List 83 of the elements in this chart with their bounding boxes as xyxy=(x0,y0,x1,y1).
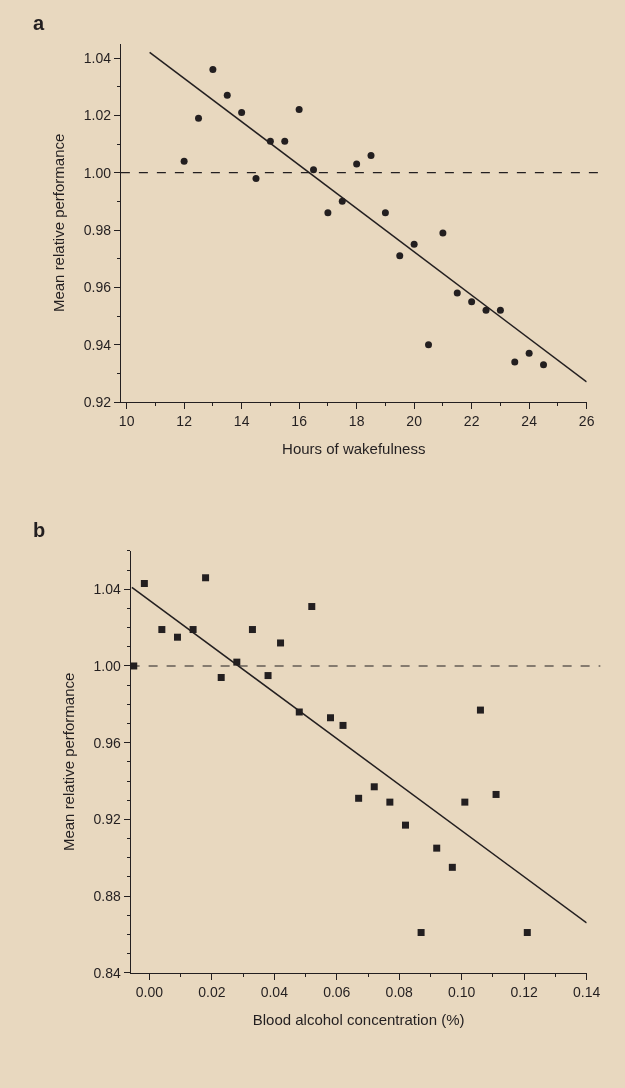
point xyxy=(381,209,389,217)
point xyxy=(308,603,316,611)
y-tick-label: 1.00 xyxy=(93,657,121,674)
point xyxy=(173,633,181,641)
point xyxy=(540,361,548,369)
point xyxy=(482,306,490,314)
x-tick-label: 0.04 xyxy=(260,983,289,1000)
x-tick-label: 18 xyxy=(348,412,365,429)
point xyxy=(339,721,347,729)
point xyxy=(386,798,394,806)
point xyxy=(217,673,225,681)
point xyxy=(202,574,210,582)
y-tick-label: 0.92 xyxy=(93,811,121,828)
point xyxy=(367,151,375,159)
point xyxy=(523,929,531,937)
y-axis-title: Mean relative performance xyxy=(49,133,67,313)
point xyxy=(310,166,318,174)
x-tick-label: 0.12 xyxy=(510,983,539,1000)
point xyxy=(195,114,203,122)
x-tick-label: 16 xyxy=(291,412,308,429)
point xyxy=(295,106,303,114)
y-tick-label: 0.92 xyxy=(83,393,112,410)
point xyxy=(223,91,231,99)
point xyxy=(252,174,260,182)
x-tick-label: 0.14 xyxy=(573,983,601,1000)
point xyxy=(327,714,335,722)
point xyxy=(140,580,148,588)
x-tick-label: 14 xyxy=(233,412,250,429)
y-tick-label: 0.98 xyxy=(83,221,112,238)
point xyxy=(338,197,346,205)
point xyxy=(433,844,441,852)
point xyxy=(511,358,519,366)
point xyxy=(461,798,469,806)
point xyxy=(410,240,418,248)
y-tick-label: 0.84 xyxy=(93,964,121,981)
x-tick-label: 0.02 xyxy=(198,983,226,1000)
chart-title: a xyxy=(33,12,45,34)
point xyxy=(468,298,476,306)
point xyxy=(525,349,533,357)
x-tick-label: 22 xyxy=(463,412,480,429)
x-tick-label: 20 xyxy=(406,412,423,429)
point xyxy=(492,790,500,798)
x-tick-label: 0.06 xyxy=(323,983,351,1000)
point xyxy=(417,929,425,937)
point xyxy=(448,863,456,871)
point xyxy=(353,160,361,168)
point xyxy=(396,252,404,260)
y-tick-label: 1.04 xyxy=(83,49,112,66)
x-tick-label: 0.08 xyxy=(385,983,414,1000)
point xyxy=(277,639,285,647)
point xyxy=(439,229,447,237)
point xyxy=(281,137,289,145)
x-tick-label: 24 xyxy=(521,412,538,429)
point xyxy=(324,209,332,217)
y-tick-label: 0.96 xyxy=(83,279,112,296)
y-tick-label: 1.00 xyxy=(83,164,112,181)
x-tick-label: 0.10 xyxy=(448,983,476,1000)
point xyxy=(238,108,246,116)
y-tick-label: 1.04 xyxy=(93,581,121,598)
point xyxy=(209,65,217,73)
y-tick-label: 0.88 xyxy=(93,887,121,904)
x-axis-title: Hours of wakefulness xyxy=(282,439,426,457)
point xyxy=(180,157,188,165)
x-tick-label: 26 xyxy=(578,412,595,429)
y-axis-title: Mean relative performance xyxy=(59,672,77,852)
chart-title: b xyxy=(33,519,46,541)
point xyxy=(355,794,363,802)
point xyxy=(158,626,166,634)
point xyxy=(425,341,433,349)
x-axis-title: Blood alcohol concentration (%) xyxy=(252,1010,465,1028)
y-tick-label: 0.96 xyxy=(93,734,121,751)
point xyxy=(453,289,461,297)
y-tick-label: 0.94 xyxy=(83,336,112,353)
point xyxy=(248,626,256,634)
point xyxy=(476,706,484,714)
point xyxy=(401,821,409,829)
point xyxy=(496,306,504,314)
x-tick-label: 10 xyxy=(118,412,135,429)
x-tick-label: 0.00 xyxy=(135,983,164,1000)
point xyxy=(370,783,378,791)
x-tick-label: 12 xyxy=(176,412,193,429)
point xyxy=(264,672,272,680)
y-tick-label: 1.02 xyxy=(83,107,112,124)
